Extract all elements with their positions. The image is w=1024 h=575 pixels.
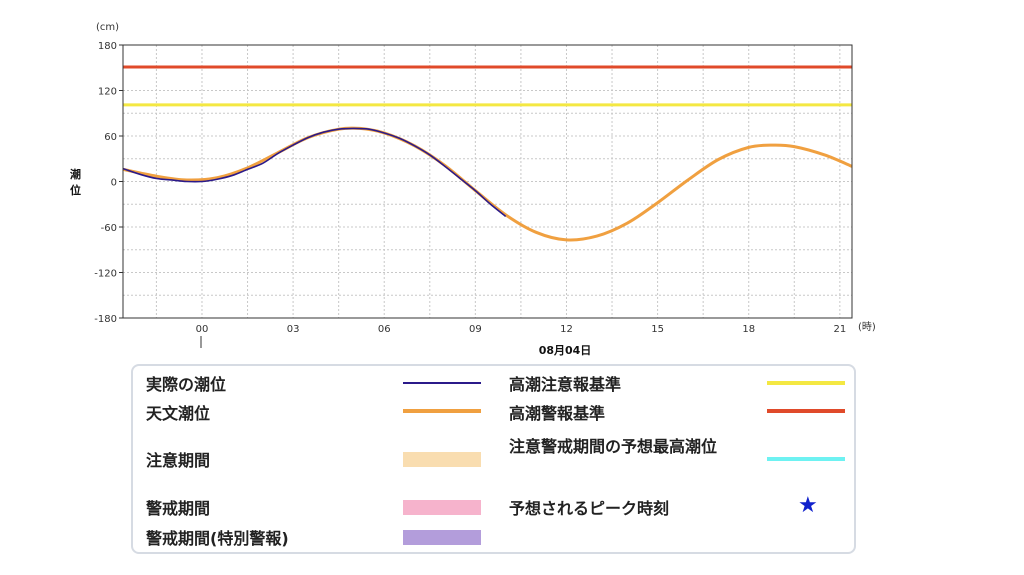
legend-swatch-line xyxy=(403,409,481,413)
x-tick-label: 09 xyxy=(469,324,482,335)
legend-label: 警戒期間 xyxy=(146,499,211,518)
legend-label: 予想されるピーク時刻 xyxy=(509,499,670,518)
grid xyxy=(123,44,852,319)
legend-swatch-band xyxy=(403,530,481,545)
x-tick-label: 03 xyxy=(287,324,300,335)
y-tick-label: 0 xyxy=(111,178,117,189)
y-unit-label: (cm) xyxy=(96,22,119,33)
y-tick-label: -60 xyxy=(101,223,117,234)
y-tick-label: -120 xyxy=(94,269,117,280)
x-tick-label: 00 xyxy=(196,324,209,335)
date-label: 08月04日 xyxy=(539,344,592,357)
series-line-observed xyxy=(122,127,507,218)
legend-label: 実際の潮位 xyxy=(146,375,227,394)
tide-chart: 180 120 60 0 -60 -120 -180 00 03 06 09 12 15 18 21 (c… xyxy=(70,22,876,357)
x-tick-label: 15 xyxy=(651,324,664,335)
legend-label: 注意警戒期間の予想最高潮位 xyxy=(509,437,718,456)
x-unit-label: (時) xyxy=(858,321,876,333)
series-lines xyxy=(122,126,853,242)
legend-swatch-line xyxy=(767,409,845,413)
legend-label: 天文潮位 xyxy=(146,404,211,423)
y-axis-label-2: 位 xyxy=(70,183,81,197)
legend-swatch-band xyxy=(403,500,481,515)
x-tick-label: 18 xyxy=(742,324,755,335)
y-tick-label: -180 xyxy=(94,314,117,325)
x-tick-label: 21 xyxy=(833,324,846,335)
y-axis-label-1: 潮 xyxy=(70,167,81,181)
x-ticks: 00 03 06 09 12 15 18 21 xyxy=(196,324,847,335)
y-tick-label: 180 xyxy=(98,41,117,52)
legend-box: 実際の潮位天文潮位注意期間警戒期間警戒期間(特別警報) 高潮注意報基準 高潮警報基準… xyxy=(131,364,856,554)
threshold-lines xyxy=(123,65,852,107)
x-tick-label: 06 xyxy=(378,324,391,335)
legend-label: 警戒期間(特別警報) xyxy=(146,529,289,548)
legend-swatch-line xyxy=(403,382,481,384)
legend-label: 高潮注意報基準 xyxy=(509,375,622,394)
y-tick-label: 60 xyxy=(104,132,117,143)
x-tick-label: 12 xyxy=(560,324,573,335)
legend-swatch-line xyxy=(767,457,845,461)
legend-label: 注意期間 xyxy=(146,451,211,470)
star-icon: ★ xyxy=(798,493,818,518)
y-tick-label: 120 xyxy=(98,87,117,98)
y-ticks: 180 120 60 0 -60 -120 -180 xyxy=(94,41,123,325)
legend-swatch-line xyxy=(767,381,845,385)
legend-label: 高潮警報基準 xyxy=(509,404,606,423)
series-line-astronomical xyxy=(122,126,853,242)
legend-swatch-band xyxy=(403,452,481,467)
